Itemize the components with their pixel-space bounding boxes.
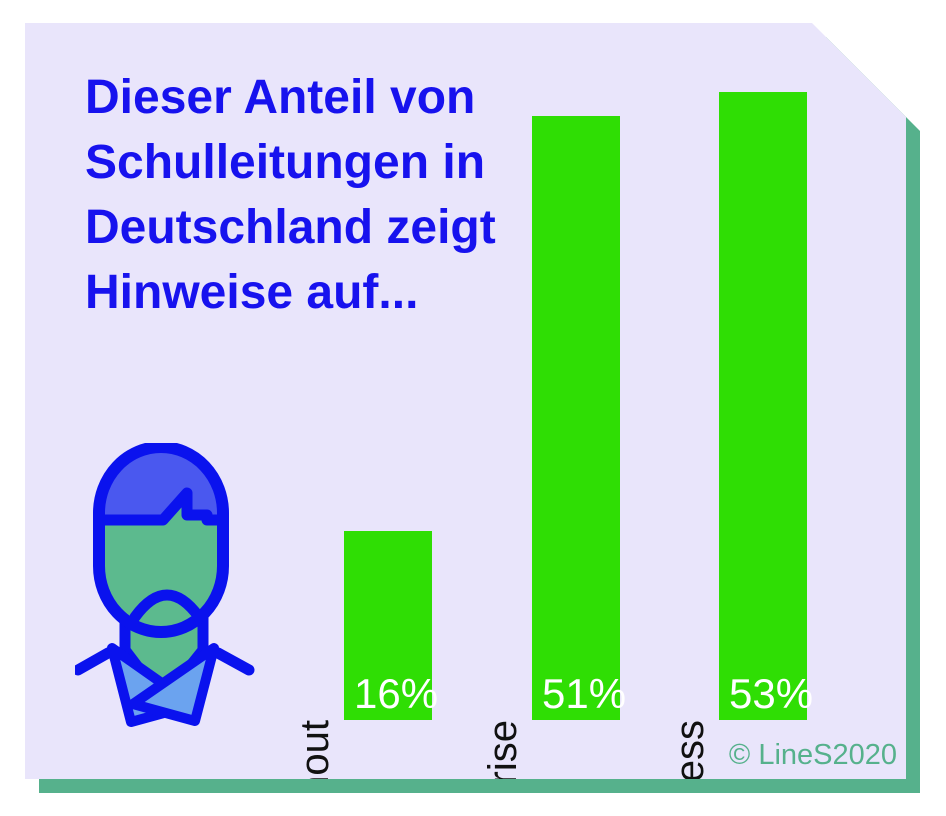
title-line: Dieser Anteil von (85, 71, 476, 124)
title-line: Schulleitungen in (85, 136, 486, 189)
bar-group-chronischen-stress: chronischen Stress 53% (719, 92, 807, 720)
bar-value-label: 53% (729, 670, 814, 717)
card: Dieser Anteil von Schulleitungen in Deut… (25, 23, 906, 779)
bar-group-gratifikationskrise: Gratifikationskrise 51% (532, 116, 620, 720)
bar-value-label: 16% (354, 670, 439, 717)
right-collar (133, 648, 214, 721)
left-shoulder-line (78, 653, 108, 670)
bar-category-label: chronischen Stress (667, 720, 713, 816)
bar-category-label: Gratifikationskrise (480, 720, 526, 816)
bar-value-label: 51% (542, 670, 627, 717)
bar-category-label: Burnout (293, 720, 337, 816)
right-shoulder-line (218, 653, 249, 670)
title-line: Hinweise auf... (85, 266, 419, 319)
bar-chart: Burnout 16% Gratifikationskrise 51% chro… (25, 23, 906, 779)
title-line: Deutschland zeigt (85, 201, 496, 254)
hairline (99, 493, 223, 520)
stressed-person-icon (75, 443, 255, 735)
bar-chronischen-stress: 53% (719, 92, 807, 720)
frown-mouth (135, 595, 199, 617)
copyright: © LineS2020 (728, 739, 897, 771)
chart-title: Dieser Anteil von Schulleitungen in Deut… (85, 65, 496, 325)
bar-gratifikationskrise: 51% (532, 116, 620, 720)
bar-group-burnout: Burnout 16% (344, 531, 432, 720)
head-outline (99, 447, 223, 632)
bar-burnout: 16% (344, 531, 432, 720)
